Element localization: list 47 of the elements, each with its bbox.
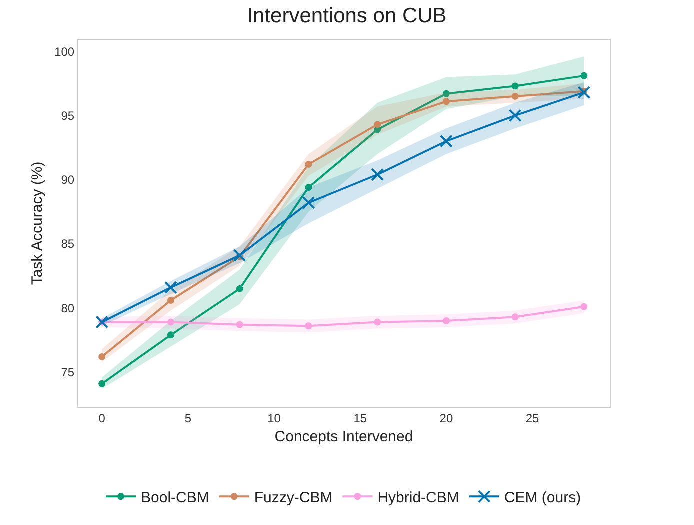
point — [305, 322, 312, 330]
legend-label: Fuzzy-CBM — [254, 490, 333, 506]
x-tick-label: 15 — [354, 411, 368, 426]
point — [508, 109, 522, 122]
legend-label: CEM (ours) — [504, 490, 582, 506]
legend-label: Hybrid-CBM — [378, 490, 460, 506]
point — [167, 318, 174, 326]
point — [302, 196, 316, 210]
point — [512, 314, 519, 321]
legend-label: Bool-CBM — [141, 490, 210, 506]
point — [236, 321, 244, 328]
point — [167, 332, 174, 339]
point — [305, 160, 312, 168]
point — [236, 285, 244, 292]
point — [442, 318, 450, 325]
point — [164, 281, 178, 294]
x-tick-label: 25 — [526, 411, 540, 426]
point — [440, 134, 453, 148]
y-tick-label: 75 — [61, 366, 75, 380]
point — [374, 318, 382, 326]
point — [98, 380, 106, 388]
point — [98, 353, 106, 360]
x-tick-label: 10 — [268, 411, 282, 426]
point — [580, 72, 588, 80]
x-tick-label: 0 — [98, 411, 106, 426]
y-tick-label: 95 — [61, 108, 75, 123]
point — [442, 90, 450, 98]
point — [374, 121, 382, 128]
point — [305, 184, 312, 192]
point — [442, 98, 450, 106]
point — [371, 168, 384, 182]
point — [512, 82, 519, 90]
y-tick-label: 90 — [61, 173, 75, 188]
y-tick-label: 100 — [54, 44, 75, 59]
point — [578, 86, 591, 100]
point — [580, 303, 588, 310]
point — [512, 92, 519, 100]
x-axis-title: Concepts Intervened — [274, 428, 414, 446]
chart-title: Interventions on CUB — [247, 4, 447, 28]
y-tick-label: 80 — [61, 301, 75, 316]
x-tick-label: 20 — [440, 411, 454, 426]
point — [167, 296, 174, 304]
y-axis-title: Task Accuracy (%) — [28, 162, 46, 286]
point — [233, 249, 246, 262]
x-tick-label: 5 — [184, 411, 192, 426]
y-tick-label: 85 — [61, 237, 75, 252]
point — [96, 316, 109, 329]
